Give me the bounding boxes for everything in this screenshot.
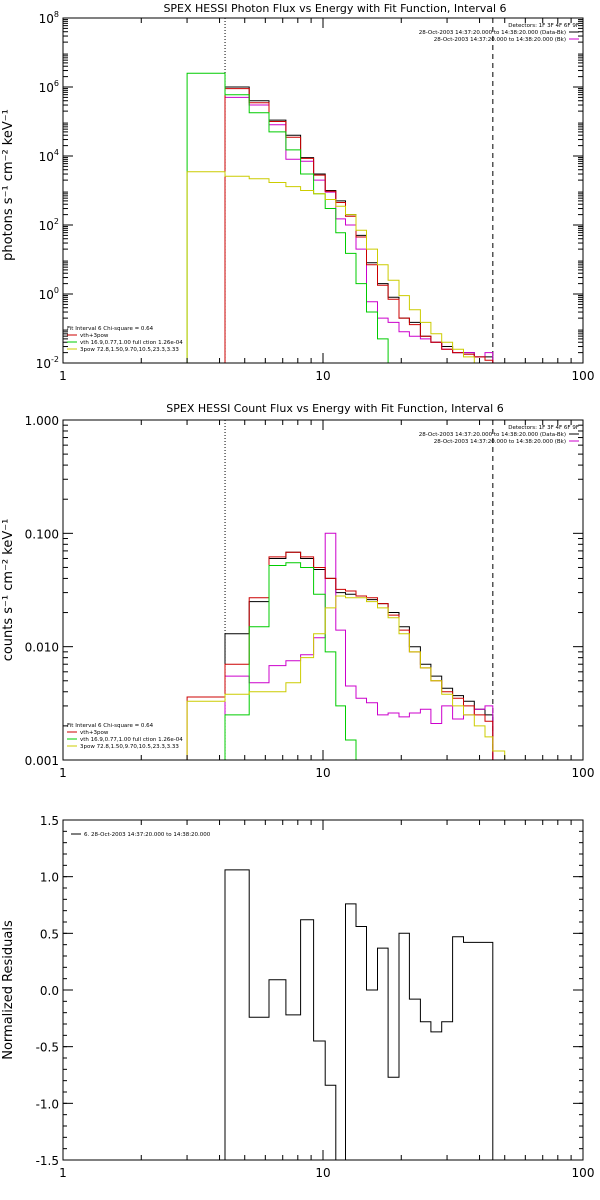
- photon-flux-panel: SPEX HESSI Photon Flux vs Energy with Fi…: [1, 2, 594, 383]
- y-tick-label: 1.5: [40, 814, 59, 828]
- photon-flux-ylabel: photons s⁻¹ cm⁻² keV⁻¹: [1, 109, 16, 261]
- x-tick-label: 100: [572, 369, 595, 383]
- y-tick-label: 100: [39, 286, 59, 302]
- legend-header: Fit Interval 6 Chi-square = 0.64: [67, 723, 154, 729]
- legend-header: Detectors: 1F 3F 4F 6F 9F: [508, 425, 579, 431]
- legend-header: Detectors: 1F 3F 4F 6F 9F: [508, 23, 579, 29]
- legend-entry: vth+3pow: [80, 333, 109, 339]
- y-tick-label: 1.000: [25, 414, 59, 428]
- legend-entry: vth 16.9,0.77,1.00 full ction 1.26e-04: [80, 340, 183, 346]
- series-bk: [224, 532, 494, 760]
- y-tick-label: -0.5: [36, 1041, 59, 1055]
- photon-flux-ticks: 1 10 100 10-2 100 102 104 106 108: [36, 10, 595, 383]
- y-tick-label: 1.0: [40, 871, 59, 885]
- count-flux-ticks: 1 10 100 0.001 0.010 0.100 1.000: [25, 414, 595, 780]
- residuals-axes-box: [62, 819, 584, 1161]
- residuals-ticks: 1 10 100 1.5 1.0 0.5 0.0 -0.5 -1.0 -1.5: [36, 814, 595, 1180]
- series-residuals: [224, 869, 494, 1161]
- y-tick-label: 10-2: [36, 355, 59, 371]
- series-data: [224, 86, 494, 363]
- y-tick-label: 0.5: [40, 927, 59, 941]
- residuals-panel: Normalized Residuals 1 10 100 1.5 1.0 0.5 0.0 -…: [1, 814, 594, 1180]
- legend-entry: vth 16.9,0.77,1.00 full ction 1.26e-04: [80, 737, 183, 743]
- y-tick-label: 106: [39, 79, 59, 95]
- legend-entry: 3pow 72.8,1.50,9.70,10.5,23.3,3.33: [80, 347, 179, 353]
- x-tick-label: 1: [59, 369, 67, 383]
- legend-entry: 28-Oct-2003 14:37:20.000 to 14:38:20.000…: [434, 439, 566, 445]
- y-tick-label: 0.100: [25, 527, 59, 541]
- x-tick-label: 10: [315, 369, 330, 383]
- series-3pow: [186, 171, 493, 364]
- legend-entry: vth+3pow: [80, 730, 109, 736]
- x-tick-label: 10: [315, 1166, 330, 1180]
- y-tick-label: -1.0: [36, 1097, 59, 1111]
- count-flux-title: SPEX HESSI Count Flux vs Energy with Fit…: [166, 402, 503, 415]
- legend-entry: 28-Oct-2003 14:37:20.000 to 14:38:20.000…: [419, 432, 566, 438]
- count-flux-series: [186, 420, 506, 761]
- count-flux-panel: SPEX HESSI Count Flux vs Energy with Fit…: [1, 402, 594, 780]
- series-vth: [186, 72, 399, 364]
- legend-entry: 28-Oct-2003 14:37:20.000 to 14:38:20.000…: [419, 30, 566, 36]
- count-flux-ylabel: counts s⁻¹ cm⁻² keV⁻¹: [1, 519, 16, 662]
- count-flux-axes-box: [62, 419, 584, 761]
- series-vth+3pow: [186, 551, 494, 760]
- y-tick-label: -1.5: [36, 1154, 59, 1168]
- photon-flux-title: SPEX HESSI Photon Flux vs Energy with Fi…: [163, 2, 506, 15]
- y-tick-label: 0.010: [25, 641, 59, 655]
- series-vth+3pow: [224, 88, 494, 363]
- residuals-ylabel: Normalized Residuals: [1, 920, 16, 1060]
- legend-entry: 3pow 72.8,1.50,9.70,10.5,23.3,3.33: [80, 744, 179, 750]
- legend-entry: 28-Oct-2003 14:37:20.000 to 14:38:20.000…: [434, 37, 566, 43]
- y-tick-label: 104: [39, 148, 59, 164]
- legend-header: Fit Interval 6 Chi-square = 0.64: [67, 326, 154, 332]
- y-tick-label: 0.0: [40, 984, 59, 998]
- series-data: [224, 551, 494, 760]
- series-vth: [224, 562, 367, 761]
- y-tick-label: 0.001: [25, 754, 59, 768]
- x-tick-label: 10: [315, 766, 330, 780]
- y-tick-label: 102: [39, 217, 59, 233]
- x-tick-label: 1: [59, 1166, 67, 1180]
- series-3pow: [186, 595, 506, 760]
- photon-flux-axes-box: [62, 17, 584, 364]
- x-tick-label: 100: [572, 766, 595, 780]
- y-tick-label: 108: [39, 10, 59, 26]
- x-tick-label: 1: [59, 766, 67, 780]
- photon-flux-series: [186, 18, 494, 364]
- residuals-series: [224, 869, 494, 1161]
- legend-entry: 6. 28-Oct-2003 14:37:20.000 to 14:38:20.…: [84, 832, 211, 838]
- x-tick-label: 100: [572, 1166, 595, 1180]
- residuals-legends: 6. 28-Oct-2003 14:37:20.000 to 14:38:20.…: [71, 832, 211, 838]
